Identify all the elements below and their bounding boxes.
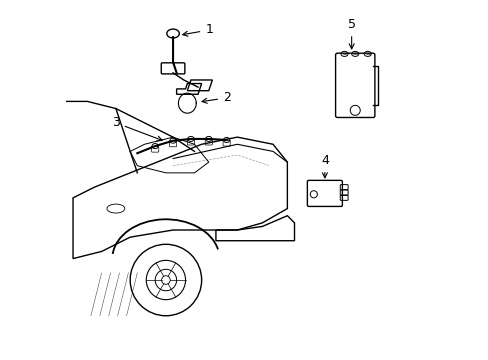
Text: 1: 1 <box>183 23 213 36</box>
Text: 4: 4 <box>320 154 328 178</box>
Text: 5: 5 <box>347 18 355 49</box>
Text: 2: 2 <box>202 91 230 104</box>
Text: 3: 3 <box>112 116 162 141</box>
